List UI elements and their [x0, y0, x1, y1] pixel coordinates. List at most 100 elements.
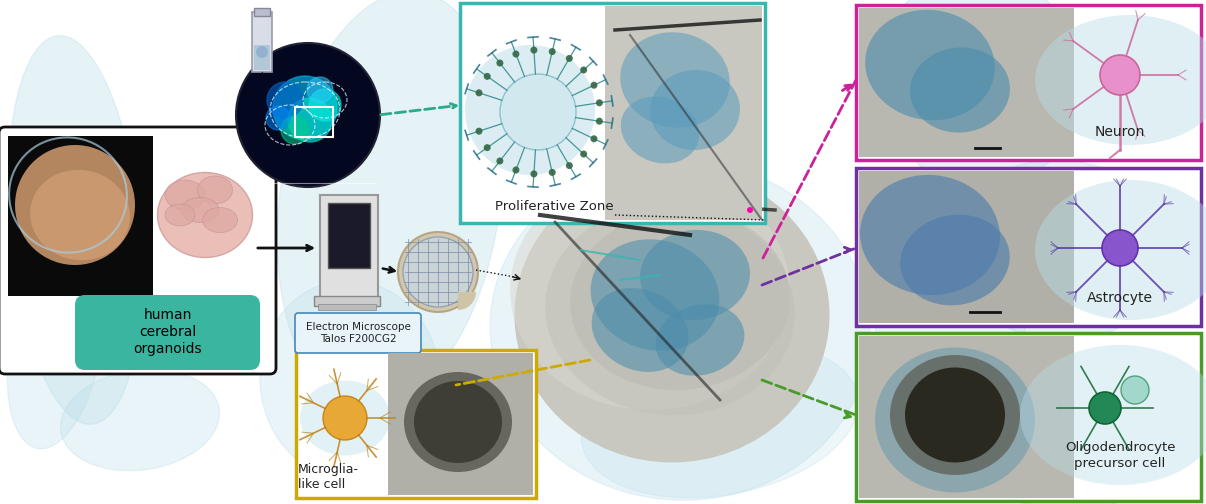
- Circle shape: [500, 74, 576, 150]
- Ellipse shape: [277, 0, 503, 409]
- Bar: [328, 203, 370, 268]
- Bar: [856, 333, 1201, 501]
- Ellipse shape: [8, 36, 142, 424]
- Circle shape: [288, 98, 332, 142]
- Circle shape: [513, 166, 520, 173]
- Ellipse shape: [581, 342, 859, 498]
- FancyBboxPatch shape: [75, 295, 260, 370]
- Ellipse shape: [570, 210, 790, 390]
- Bar: [856, 5, 1201, 160]
- Ellipse shape: [865, 10, 995, 120]
- Wedge shape: [458, 292, 476, 310]
- Circle shape: [549, 169, 556, 176]
- Ellipse shape: [14, 145, 135, 265]
- Ellipse shape: [640, 230, 750, 320]
- Bar: [254, 8, 270, 16]
- Bar: [295, 350, 535, 498]
- Ellipse shape: [950, 160, 1170, 340]
- Circle shape: [308, 77, 333, 103]
- Text: Astrocyte: Astrocyte: [1087, 291, 1153, 305]
- Ellipse shape: [414, 381, 502, 463]
- Bar: [314, 296, 380, 306]
- Circle shape: [747, 207, 753, 213]
- Circle shape: [497, 59, 503, 67]
- Circle shape: [596, 118, 603, 124]
- Ellipse shape: [181, 198, 219, 222]
- Circle shape: [580, 151, 587, 158]
- Circle shape: [596, 99, 603, 106]
- Ellipse shape: [158, 172, 252, 258]
- Ellipse shape: [1035, 180, 1206, 320]
- Ellipse shape: [1035, 15, 1206, 145]
- Circle shape: [466, 45, 595, 175]
- Ellipse shape: [1020, 345, 1206, 485]
- Ellipse shape: [165, 180, 205, 210]
- Circle shape: [281, 116, 309, 144]
- Ellipse shape: [911, 47, 1009, 133]
- Circle shape: [484, 144, 491, 151]
- Ellipse shape: [656, 304, 744, 376]
- Circle shape: [484, 73, 491, 80]
- Ellipse shape: [30, 170, 130, 260]
- Circle shape: [549, 48, 556, 55]
- Circle shape: [1089, 392, 1122, 424]
- Bar: [388, 353, 533, 495]
- Ellipse shape: [198, 176, 233, 204]
- Ellipse shape: [879, 0, 1081, 190]
- Bar: [295, 107, 333, 137]
- Circle shape: [267, 106, 289, 130]
- Circle shape: [475, 128, 482, 135]
- Bar: [8, 136, 153, 296]
- Ellipse shape: [900, 215, 1009, 305]
- Circle shape: [566, 55, 573, 62]
- Ellipse shape: [876, 347, 1035, 492]
- Ellipse shape: [904, 367, 1005, 463]
- Circle shape: [309, 89, 341, 121]
- Circle shape: [580, 67, 587, 74]
- Circle shape: [1100, 55, 1140, 95]
- Circle shape: [475, 89, 482, 96]
- Circle shape: [531, 46, 538, 53]
- Ellipse shape: [7, 251, 103, 449]
- Circle shape: [497, 157, 503, 164]
- Ellipse shape: [203, 208, 238, 232]
- FancyBboxPatch shape: [0, 127, 276, 374]
- Bar: [252, 12, 273, 72]
- Circle shape: [566, 162, 573, 169]
- Circle shape: [323, 396, 367, 440]
- Ellipse shape: [592, 288, 689, 372]
- Ellipse shape: [621, 97, 699, 163]
- Circle shape: [513, 50, 520, 57]
- Ellipse shape: [515, 167, 830, 463]
- Text: Neuron: Neuron: [1095, 125, 1146, 139]
- Ellipse shape: [404, 372, 513, 472]
- Circle shape: [403, 237, 473, 307]
- Circle shape: [273, 76, 336, 140]
- Circle shape: [591, 135, 597, 142]
- Bar: [856, 168, 1201, 326]
- FancyBboxPatch shape: [295, 313, 421, 353]
- Bar: [859, 8, 1075, 157]
- Ellipse shape: [300, 381, 390, 456]
- Text: Electron Microscope
Talos F200CG2: Electron Microscope Talos F200CG2: [305, 322, 410, 344]
- Ellipse shape: [260, 280, 440, 480]
- Ellipse shape: [510, 170, 790, 410]
- Ellipse shape: [591, 239, 719, 351]
- Text: human
cerebral
organoids: human cerebral organoids: [134, 308, 203, 356]
- Bar: [859, 336, 1075, 498]
- Circle shape: [256, 46, 268, 58]
- Bar: [318, 304, 376, 310]
- Ellipse shape: [490, 160, 870, 500]
- Text: Microglia-
like cell: Microglia- like cell: [298, 463, 359, 491]
- Ellipse shape: [165, 204, 195, 226]
- Circle shape: [1102, 230, 1138, 266]
- Ellipse shape: [545, 205, 795, 415]
- Bar: [254, 45, 270, 70]
- Ellipse shape: [890, 355, 1020, 475]
- Bar: [320, 195, 377, 300]
- Ellipse shape: [874, 230, 1025, 410]
- Circle shape: [531, 170, 538, 177]
- Text: Oligodendrocyte
precursor cell: Oligodendrocyte precursor cell: [1065, 440, 1176, 470]
- Bar: [859, 171, 1075, 323]
- Ellipse shape: [860, 175, 1000, 295]
